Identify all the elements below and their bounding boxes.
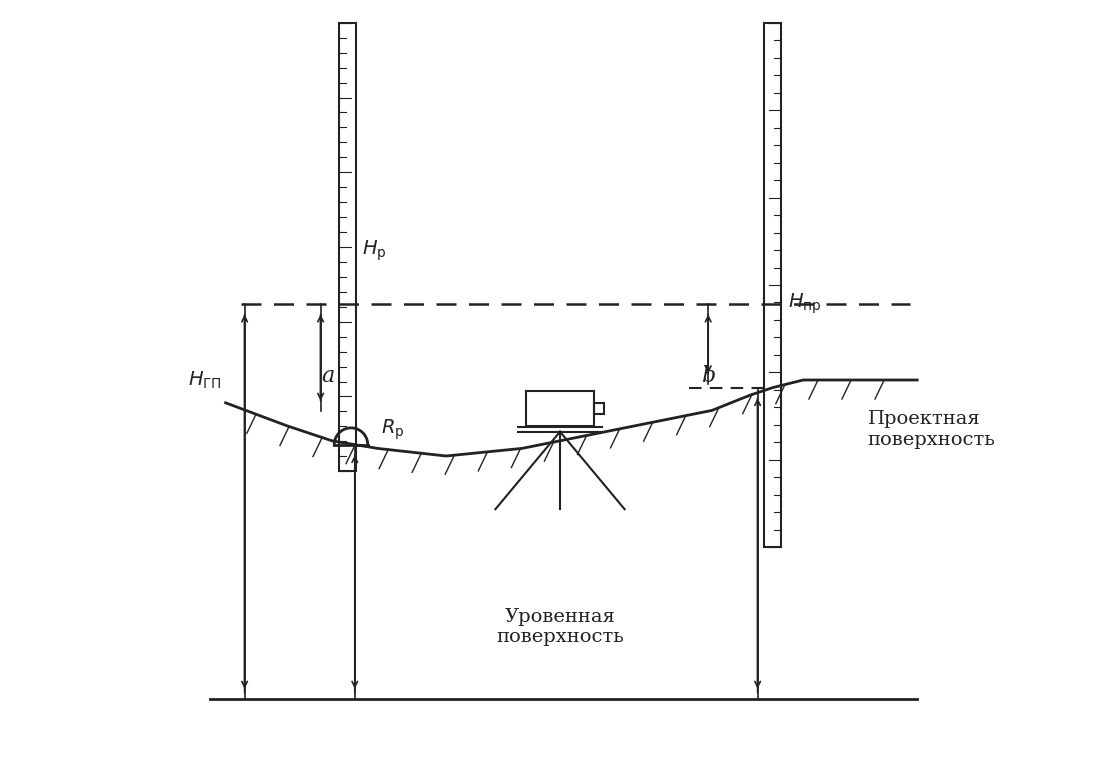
Bar xyxy=(595,403,604,414)
Text: $H_{\rm р}$: $H_{\rm р}$ xyxy=(362,239,386,263)
Text: b: b xyxy=(701,366,716,387)
Text: Проектная
поверхность: Проектная поверхность xyxy=(868,410,996,449)
Bar xyxy=(765,23,781,547)
Text: a: a xyxy=(321,366,335,387)
Text: $H_{\rm пр}$: $H_{\rm пр}$ xyxy=(788,292,821,316)
Bar xyxy=(339,23,355,471)
Text: $R_{\rm р}$: $R_{\rm р}$ xyxy=(382,417,404,442)
Text: $H_{\rm ГП}$: $H_{\rm ГП}$ xyxy=(188,369,222,391)
Text: Уровенная
поверхность: Уровенная поверхность xyxy=(496,607,624,647)
Bar xyxy=(525,391,595,426)
